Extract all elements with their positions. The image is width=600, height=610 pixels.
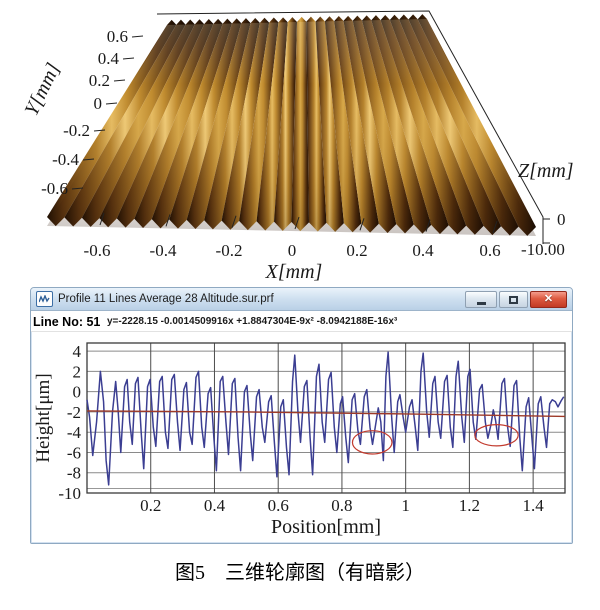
- y-tick-label: 4: [73, 342, 82, 361]
- y-tick-label: -0.6: [41, 179, 68, 198]
- y-tick-label: 0.4: [98, 49, 120, 68]
- z-tick-label: 0: [557, 210, 566, 229]
- x-tick-label: -0.2: [216, 241, 243, 260]
- window-controls: ✕: [465, 291, 567, 308]
- y-tick-label: -0.4: [52, 150, 79, 169]
- line-number-label: Line No: 51: [33, 314, 101, 329]
- maximize-button[interactable]: [499, 291, 528, 308]
- y-tick-label: 0: [94, 94, 103, 113]
- z-axis-label: Z[mm]: [518, 160, 574, 182]
- window-title: Profile 11 Lines Average 28 Altitude.sur…: [58, 293, 274, 305]
- x-tick-label: -0.6: [84, 241, 111, 260]
- y-tick-label: -8: [67, 464, 81, 483]
- x-axis-label: X[mm]: [265, 261, 323, 283]
- x-tick-label: 0.4: [204, 496, 226, 515]
- x-tick-label: 1.4: [523, 496, 545, 515]
- close-button[interactable]: ✕: [530, 291, 567, 308]
- minimize-button[interactable]: [465, 291, 497, 308]
- x-axis-label: Position[mm]: [271, 516, 381, 538]
- profile-window: Profile 11 Lines Average 28 Altitude.sur…: [30, 287, 573, 544]
- x-tick-label: 0: [288, 241, 297, 260]
- fit-equation-label: y=-2228.15 -0.0014509916x +1.8847304E-9x…: [107, 316, 398, 327]
- y-tick-label: 0.6: [107, 27, 128, 46]
- surface-plot-3d: 0.60.40.20-0.2-0.4-0.6-0.6 -0.4 -0.2 0 0.2 0.…: [21, 10, 574, 283]
- figure-caption: 图5 三维轮廓图（有暗影）: [175, 562, 425, 584]
- polynomial-fit: [86, 410, 566, 418]
- z-tick-label: -10.00: [521, 240, 565, 259]
- axis-box-line: [156, 10, 544, 244]
- x-tick-label: 0.6: [268, 496, 289, 515]
- maximize-icon: [509, 295, 518, 304]
- x-tick-label: 0.4: [412, 241, 434, 260]
- y-axis-label: Height[μm]: [33, 373, 54, 462]
- highlight-ellipse: [474, 423, 519, 447]
- window-titlebar[interactable]: Profile 11 Lines Average 28 Altitude.sur…: [31, 288, 572, 311]
- y-tick-label: -2: [67, 403, 81, 422]
- x-tick-label: 0.2: [140, 496, 161, 515]
- y-tick-label: -6: [67, 443, 81, 462]
- x-tick-label: 0.6: [479, 241, 500, 260]
- y-tick-label: 0: [73, 383, 82, 402]
- highlight-ellipse: [351, 430, 393, 455]
- plot-frame: [86, 342, 566, 494]
- x-tick-label: 0.2: [346, 241, 367, 260]
- y-tick-label: -4: [67, 423, 82, 442]
- x-tick-label: 1.2: [459, 496, 480, 515]
- y-tick-label: -10: [58, 484, 81, 503]
- close-icon: ✕: [543, 293, 554, 305]
- x-tick-label: 0.8: [331, 496, 352, 515]
- profile-line-51: [86, 351, 565, 486]
- y-axis-label: Y[mm]: [21, 60, 65, 120]
- y-tick-label: 0.2: [89, 71, 110, 90]
- profile-chart: 42 0-2-4-6 -8-10 0.2 0.4 0.6 0.8 1 1.2 1.4 Positio…: [33, 342, 566, 538]
- waveform-document-icon: [36, 291, 53, 307]
- y-tick-label: -0.2: [63, 121, 90, 140]
- x-tick-label: -0.4: [150, 241, 177, 260]
- profile-info-row: Line No: 51 y=-2228.15 -0.0014509916x +1…: [31, 311, 572, 332]
- minimize-icon: [476, 301, 486, 305]
- y-tick-label: 2: [73, 362, 82, 381]
- x-tick-label: 1: [401, 496, 410, 515]
